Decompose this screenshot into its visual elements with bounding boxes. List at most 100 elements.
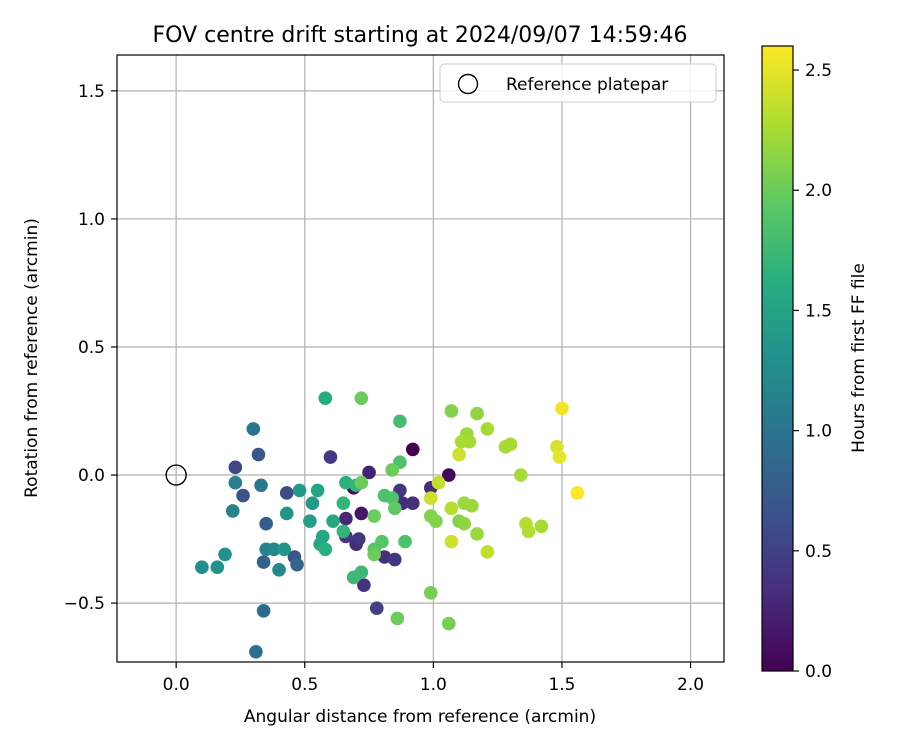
data-point xyxy=(552,450,567,464)
y-tick-label: 0.0 xyxy=(78,466,105,486)
data-point xyxy=(354,475,369,490)
colorbar-tick-label: 2.0 xyxy=(805,181,832,201)
legend-label: Reference platepar xyxy=(506,75,668,95)
data-point xyxy=(521,524,536,539)
data-point xyxy=(387,501,402,516)
colorbar-gradient xyxy=(762,46,793,671)
data-point xyxy=(362,465,376,480)
y-tick-label: 1.0 xyxy=(78,210,105,230)
data-point xyxy=(441,468,456,482)
data-point xyxy=(470,527,484,541)
data-point xyxy=(272,562,286,577)
data-point xyxy=(326,514,340,528)
y-axis-ticks: −0.5 0.0 0.5 1.0 1.5 xyxy=(64,82,117,614)
data-point xyxy=(279,506,294,521)
data-point xyxy=(279,486,294,500)
data-point xyxy=(423,491,438,505)
data-point xyxy=(385,491,400,505)
data-point xyxy=(228,475,243,490)
data-point xyxy=(303,514,317,528)
y-tick-label: 0.5 xyxy=(78,338,105,358)
x-tick-label: 1.0 xyxy=(420,675,447,695)
data-point xyxy=(277,542,291,557)
colorbar-tick-label: 1.5 xyxy=(805,301,832,321)
data-point xyxy=(390,611,405,626)
y-axis-label: Rotation from reference (arcmin) xyxy=(22,218,42,498)
data-point xyxy=(259,516,273,531)
colorbar-ticks: 0.0 0.5 1.0 1.5 2.0 2.5 xyxy=(793,61,832,682)
data-point xyxy=(305,496,320,511)
grid xyxy=(117,55,724,662)
x-tick-label: 0.0 xyxy=(163,675,190,695)
data-point xyxy=(323,450,338,464)
data-point xyxy=(310,483,325,498)
colorbar-tick-label: 0.5 xyxy=(805,542,832,562)
data-point xyxy=(256,603,271,618)
data-point xyxy=(470,406,484,421)
data-point xyxy=(480,545,495,559)
data-point xyxy=(249,644,263,659)
x-axis-ticks: 0.0 0.5 1.0 1.5 2.0 xyxy=(163,662,704,695)
plot-frame xyxy=(116,54,725,663)
data-point xyxy=(228,460,243,475)
data-point xyxy=(387,552,402,567)
data-point xyxy=(480,422,495,436)
y-tick-label: 1.5 xyxy=(78,82,105,102)
reference-platepar-marker xyxy=(165,464,187,486)
data-point xyxy=(267,542,281,557)
data-points xyxy=(195,391,585,659)
data-point xyxy=(339,511,353,526)
data-point xyxy=(236,488,250,503)
data-point xyxy=(218,547,232,562)
data-point xyxy=(514,468,528,482)
legend-box xyxy=(439,63,717,103)
colorbar-tick-label: 1.0 xyxy=(805,422,832,442)
x-axis-label: Angular distance from reference (arcmin) xyxy=(244,707,596,727)
legend-reference-marker-icon xyxy=(457,73,479,95)
data-point xyxy=(555,401,569,416)
data-point xyxy=(550,440,564,454)
data-point xyxy=(385,463,400,477)
data-point xyxy=(195,560,209,575)
data-point xyxy=(444,534,459,549)
data-point xyxy=(377,550,392,564)
data-point xyxy=(369,601,384,616)
data-point xyxy=(336,524,351,539)
data-point xyxy=(393,414,407,429)
data-point xyxy=(405,496,420,511)
data-point xyxy=(405,442,420,457)
data-point xyxy=(465,498,479,513)
data-point xyxy=(254,478,268,493)
data-point xyxy=(457,516,472,531)
data-point xyxy=(367,509,382,523)
colorbar-label: Hours from first FF file xyxy=(849,263,869,453)
data-point xyxy=(318,391,333,405)
data-point xyxy=(290,557,304,572)
colorbar-tick-label: 2.5 xyxy=(805,61,832,81)
chart-title: FOV centre drift starting at 2024/09/07 … xyxy=(153,23,688,48)
data-point xyxy=(318,542,333,557)
data-point xyxy=(570,486,585,500)
data-point xyxy=(462,434,477,449)
data-point xyxy=(431,475,446,490)
data-point xyxy=(354,565,369,580)
data-point xyxy=(251,447,266,462)
data-point xyxy=(441,616,456,631)
data-point xyxy=(354,391,369,405)
y-tick-label: −0.5 xyxy=(64,594,105,614)
data-point xyxy=(452,447,466,462)
data-point xyxy=(351,532,366,546)
x-tick-label: 1.5 xyxy=(548,675,575,695)
data-point xyxy=(256,555,271,569)
data-point xyxy=(398,534,412,549)
data-point xyxy=(503,437,518,452)
colorbar: 0.0 0.5 1.0 1.5 2.0 2.5 Hours from first FF f… xyxy=(761,45,869,682)
data-point xyxy=(534,519,549,534)
data-point xyxy=(246,422,261,436)
data-point xyxy=(357,578,371,592)
x-tick-label: 2.0 xyxy=(677,675,704,695)
data-point xyxy=(225,504,240,518)
data-point xyxy=(339,475,353,490)
data-point xyxy=(429,514,443,528)
